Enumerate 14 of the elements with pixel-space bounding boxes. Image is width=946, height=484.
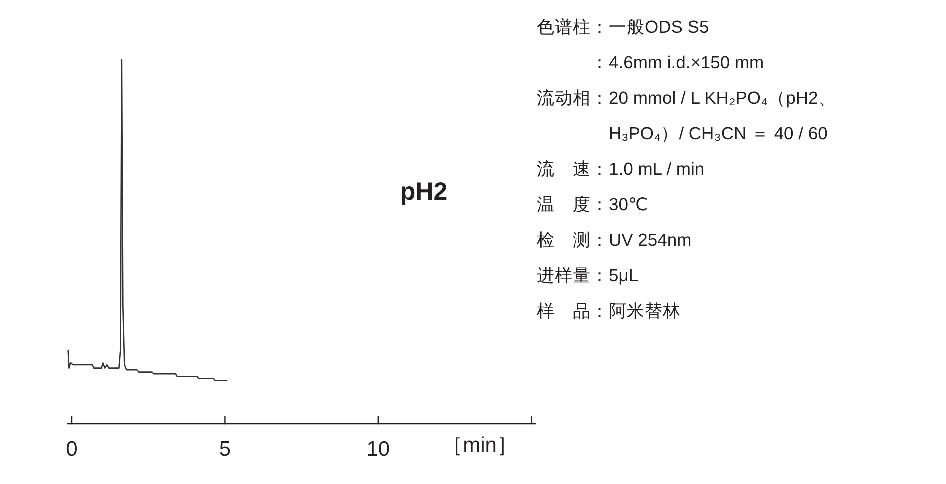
annotation: 样 品：阿米替林	[537, 301, 681, 321]
annotation: 温 度：30℃	[537, 194, 648, 214]
title: pH2	[400, 178, 448, 206]
annotation: 色谱柱：一般ODS S5	[537, 17, 710, 37]
annotation: H₃PO₄）/ CH₃CN ＝ 40 / 60	[609, 124, 828, 144]
x-axis-title: ［min］	[442, 434, 518, 457]
annotation: 进样量：5μL	[537, 266, 639, 286]
annotation: 流 速：1.0 mL / min	[537, 159, 705, 179]
x-tick-label: 0	[66, 438, 78, 461]
x-tick-label: 10	[366, 438, 390, 461]
x-tick-label: 5	[219, 438, 232, 461]
annotation: 流动相：20 mmol / L KH₂PO₄（pH2、	[537, 88, 836, 108]
annotation: ：4.6mm i.d.×150 mm	[591, 52, 764, 72]
annotation: 检 测：UV 254nm	[537, 230, 692, 250]
